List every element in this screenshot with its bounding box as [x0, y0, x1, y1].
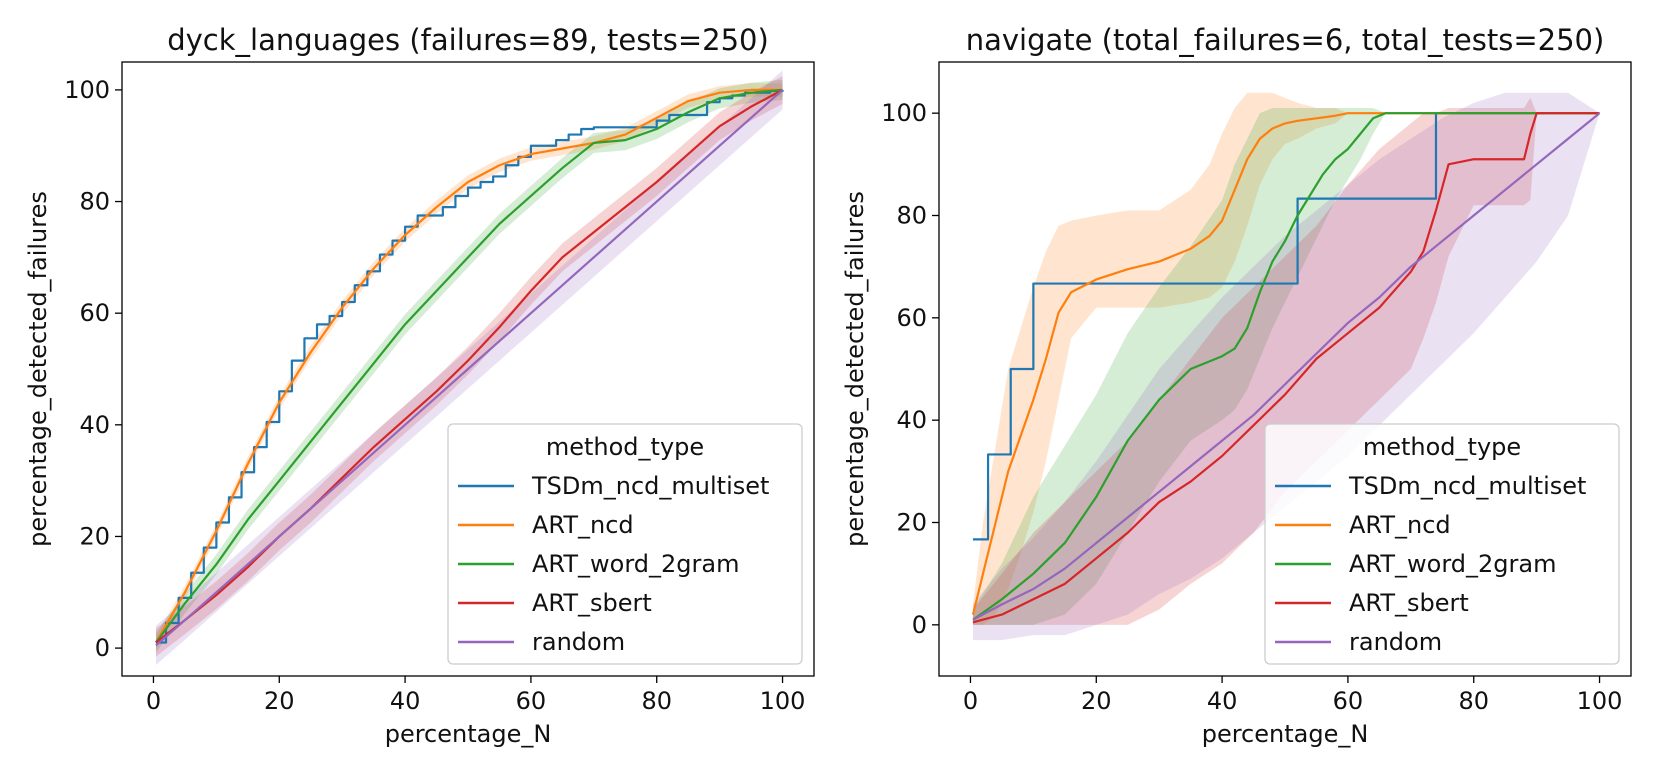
legend-entry-label: ART_word_2gram [1349, 550, 1556, 578]
series-line-ART_ncd [155, 88, 783, 644]
x-tick-label: 0 [146, 687, 161, 715]
series-line-ART_ncd [971, 112, 1600, 615]
legend-entry-label: ART_ncd [1349, 511, 1451, 539]
axes-frame [938, 61, 1632, 677]
chart-title: navigate (total_failures=6, total_tests=… [966, 23, 1605, 57]
legend-entry-label: TSDm_ncd_multiset [1348, 472, 1586, 500]
x-tick-label: 60 [516, 687, 547, 715]
series-band-ART_ncd [972, 92, 1600, 625]
chart-title: dyck_languages (failures=89, tests=250) [167, 23, 769, 57]
series-line-ART_word_2gram [972, 112, 1600, 621]
series-band-ART_sbert [972, 97, 1600, 625]
series-line-random [155, 89, 784, 647]
legend-entry-label: ART_ncd [532, 511, 634, 539]
legend-entry-label: ART_sbert [1349, 589, 1469, 617]
series-line-random [972, 112, 1601, 621]
y-tick-label: 100 [64, 76, 110, 104]
y-tick-label: 0 [95, 634, 110, 662]
series-line-ART_sbert [155, 88, 784, 644]
series-band-random [972, 92, 1600, 641]
legend: method_type TSDm_ncd_multiset ART_ncd ART_w… [447, 423, 803, 665]
x-tick-label: 40 [1207, 687, 1238, 715]
x-tick-label: 20 [1081, 687, 1112, 715]
series-line-ART_word_2gram [155, 88, 783, 644]
series-band-ART_sbert [155, 75, 783, 657]
series-line-TSDm_ncd_multiset [155, 89, 784, 644]
plot-area [155, 70, 784, 665]
y-tick-label: 40 [896, 406, 927, 434]
legend-entry-label: ART_sbert [532, 589, 652, 617]
chart-panel-2: 0 20 40 60 80 100 0 20 40 60 80 100 navigate (total_… [841, 23, 1632, 748]
y-axis-label: percentage_detected_failures [841, 191, 869, 547]
legend-entry-label: random [1349, 628, 1442, 656]
x-tick-label: 80 [641, 687, 672, 715]
chart-panel-1: 0 20 40 60 80 100 0 20 40 60 80 100 dyck_languages (… [24, 23, 815, 748]
y-tick-label: 20 [896, 509, 927, 537]
x-tick-label: 100 [760, 687, 806, 715]
legend-entry-label: random [532, 628, 625, 656]
y-tick-label: 80 [896, 202, 927, 230]
y-tick-label: 20 [79, 522, 110, 550]
series-band-ART_word_2gram [972, 108, 1600, 625]
legend-title: method_type [546, 433, 704, 461]
y-tick-label: 80 [79, 188, 110, 216]
legend-box [447, 423, 803, 665]
y-tick-label: 0 [912, 611, 927, 639]
y-tick-label: 60 [79, 299, 110, 327]
plot-area [971, 92, 1601, 641]
axes-frame [121, 61, 815, 677]
legend-box [1264, 423, 1620, 665]
x-axis-label: percentage_N [1202, 720, 1369, 748]
y-tick-label: 100 [881, 99, 927, 127]
x-tick-label: 20 [264, 687, 295, 715]
x-tick-label: 60 [1333, 687, 1364, 715]
x-tick-label: 40 [390, 687, 421, 715]
y-tick-label: 60 [896, 304, 927, 332]
y-axis-label: percentage_detected_failures [24, 191, 52, 547]
legend-entry-label: TSDm_ncd_multiset [531, 472, 769, 500]
legend-entry-label: ART_word_2gram [532, 550, 739, 578]
x-tick-label: 100 [1577, 687, 1623, 715]
y-tick-label: 40 [79, 411, 110, 439]
legend-title: method_type [1363, 433, 1521, 461]
legend: method_type TSDm_ncd_multiset ART_ncd ART_w… [1264, 423, 1620, 665]
x-tick-label: 80 [1458, 687, 1489, 715]
x-tick-label: 0 [963, 687, 978, 715]
x-axis-label: percentage_N [385, 720, 552, 748]
series-line-TSDm_ncd_multiset [972, 112, 1600, 541]
series-line-ART_sbert [972, 112, 1600, 624]
